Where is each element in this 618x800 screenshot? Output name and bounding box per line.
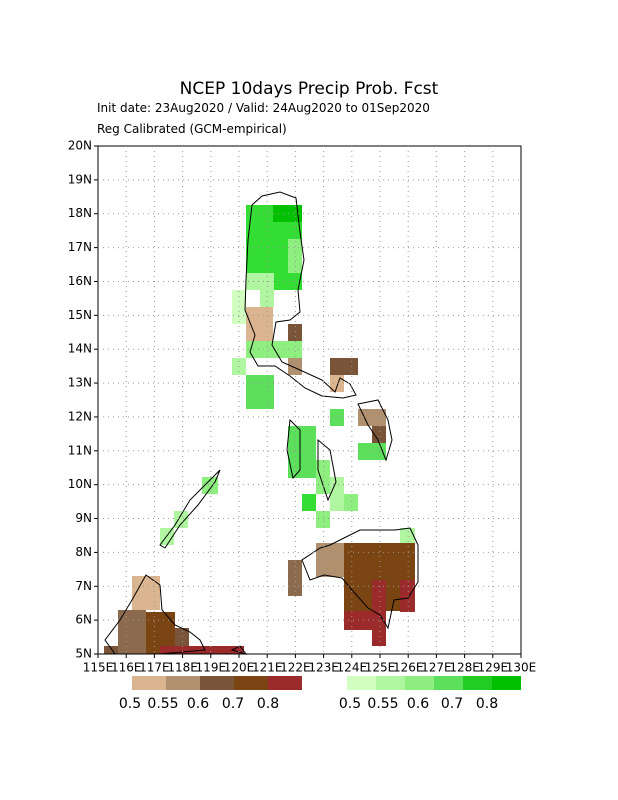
lon-label: 128E [449, 661, 480, 675]
lon-label: 127E [421, 661, 452, 675]
legend-label: 0.7 [441, 696, 463, 712]
colorbars [132, 676, 521, 690]
legend-label: 0.5 [339, 696, 361, 712]
lon-label: 124E [337, 661, 368, 675]
legend-label: 0.6 [407, 696, 429, 712]
lat-label: 18N [68, 206, 92, 220]
lon-label: 120E [224, 661, 255, 675]
subtitle: Reg Calibrated (GCM-empirical) [97, 122, 287, 136]
lat-label: 6N [75, 613, 92, 627]
lon-label: 125E [365, 661, 396, 675]
lat-label: 19N [68, 172, 92, 186]
lon-label: 116E [111, 661, 142, 675]
lon-label: 117E [139, 661, 170, 675]
lat-label: 20N [68, 139, 92, 153]
subtitle: Init date: 23Aug2020 / Valid: 24Aug2020 … [97, 101, 430, 115]
lat-label: 5N [75, 647, 92, 661]
lon-label: 122E [280, 661, 311, 675]
lat-label: 15N [68, 308, 92, 322]
lon-label: 130E [506, 661, 537, 675]
legend-label: 0.6 [187, 696, 209, 712]
lat-label: 12N [68, 409, 92, 423]
lat-label: 8N [75, 545, 92, 559]
lat-label: 9N [75, 511, 92, 525]
lat-label: 13N [68, 376, 92, 390]
lat-label: 10N [68, 477, 92, 491]
legend-label: 0.55 [147, 696, 178, 712]
lat-label: 16N [68, 274, 92, 288]
lon-label: 115E [83, 661, 114, 675]
lat-label: 17N [68, 240, 92, 254]
probability-cells [104, 205, 415, 654]
lat-label: 11N [68, 443, 92, 457]
lon-label: 123E [308, 661, 339, 675]
lon-label: 118E [167, 661, 198, 675]
lon-label: 129E [478, 661, 509, 675]
lat-label: 7N [75, 579, 92, 593]
lon-label: 121E [252, 661, 283, 675]
legend-label: 0.55 [367, 696, 398, 712]
legend-label: 0.7 [222, 696, 244, 712]
legend-label: 0.8 [257, 696, 279, 712]
legend-label: 0.5 [119, 696, 141, 712]
lat-label: 14N [68, 342, 92, 356]
plot-frame [97, 145, 522, 655]
legend-label: 0.8 [476, 696, 498, 712]
lon-label: 126E [393, 661, 424, 675]
lon-label: 119E [196, 661, 227, 675]
title: NCEP 10days Precip Prob. Fcst [180, 79, 439, 99]
